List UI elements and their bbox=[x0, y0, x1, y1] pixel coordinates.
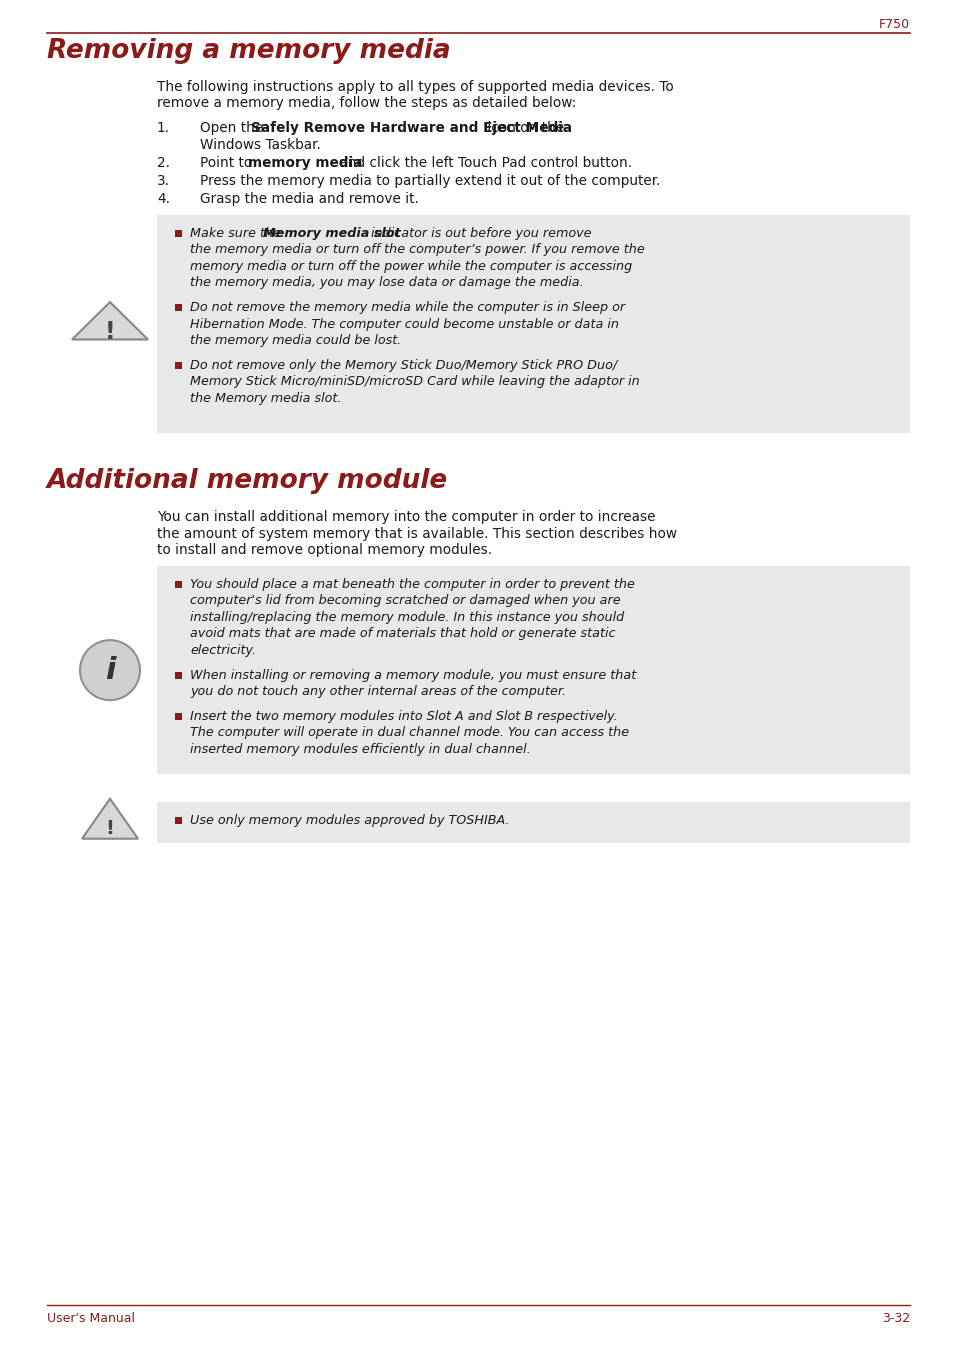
Text: memory media: memory media bbox=[248, 156, 362, 169]
Text: User's Manual: User's Manual bbox=[47, 1311, 135, 1325]
Text: memory media or turn off the power while the computer is accessing: memory media or turn off the power while… bbox=[190, 260, 632, 273]
Text: the amount of system memory that is available. This section describes how: the amount of system memory that is avai… bbox=[157, 527, 677, 541]
Text: Memory Stick Micro/miniSD/microSD Card while leaving the adaptor in: Memory Stick Micro/miniSD/microSD Card w… bbox=[190, 375, 639, 389]
Circle shape bbox=[80, 640, 140, 701]
Bar bbox=[157, 566, 909, 775]
Text: inserted memory modules efficiently in dual channel.: inserted memory modules efficiently in d… bbox=[190, 742, 530, 756]
Text: Hibernation Mode. The computer could become unstable or data in: Hibernation Mode. The computer could bec… bbox=[190, 317, 618, 331]
Text: The following instructions apply to all types of supported media devices. To: The following instructions apply to all … bbox=[157, 79, 673, 94]
Text: avoid mats that are made of materials that hold or generate static: avoid mats that are made of materials th… bbox=[190, 627, 615, 640]
Text: Insert the two memory modules into Slot A and Slot B respectively.: Insert the two memory modules into Slot … bbox=[190, 710, 617, 722]
Text: !: ! bbox=[106, 819, 114, 838]
Text: 1.: 1. bbox=[157, 121, 170, 136]
Bar bbox=[174, 304, 182, 311]
Text: the memory media, you may lose data or damage the media.: the memory media, you may lose data or d… bbox=[190, 276, 583, 289]
Polygon shape bbox=[71, 303, 148, 339]
Text: Windows Taskbar.: Windows Taskbar. bbox=[200, 137, 320, 152]
Bar bbox=[174, 230, 182, 237]
Text: Memory media slot: Memory media slot bbox=[263, 227, 400, 239]
Text: Safely Remove Hardware and Eject Media: Safely Remove Hardware and Eject Media bbox=[251, 121, 572, 136]
Text: to install and remove optional memory modules.: to install and remove optional memory mo… bbox=[157, 543, 492, 557]
Text: Removing a memory media: Removing a memory media bbox=[47, 38, 450, 65]
Text: 3-32: 3-32 bbox=[881, 1311, 909, 1325]
Text: Do not remove the memory media while the computer is in Sleep or: Do not remove the memory media while the… bbox=[190, 301, 624, 315]
Text: You can install additional memory into the computer in order to increase: You can install additional memory into t… bbox=[157, 510, 655, 525]
Text: and click the left Touch Pad control button.: and click the left Touch Pad control but… bbox=[335, 156, 632, 169]
Text: Additional memory module: Additional memory module bbox=[47, 468, 448, 494]
Text: 3.: 3. bbox=[157, 174, 170, 188]
Text: Do not remove only the Memory Stick Duo/Memory Stick PRO Duo/: Do not remove only the Memory Stick Duo/… bbox=[190, 359, 617, 371]
Bar bbox=[174, 581, 182, 588]
Bar bbox=[157, 802, 909, 843]
Text: Make sure the: Make sure the bbox=[190, 227, 285, 239]
Text: Use only memory modules approved by TOSHIBA.: Use only memory modules approved by TOSH… bbox=[190, 814, 509, 827]
Text: The computer will operate in dual channel mode. You can access the: The computer will operate in dual channe… bbox=[190, 726, 628, 740]
Text: remove a memory media, follow the steps as detailed below:: remove a memory media, follow the steps … bbox=[157, 97, 576, 110]
Text: Open the: Open the bbox=[200, 121, 268, 136]
Bar bbox=[174, 671, 182, 678]
Text: icon on the: icon on the bbox=[482, 121, 563, 136]
Bar bbox=[174, 816, 182, 823]
Text: the Memory media slot.: the Memory media slot. bbox=[190, 391, 341, 405]
Bar bbox=[174, 362, 182, 369]
Text: indicator is out before you remove: indicator is out before you remove bbox=[367, 227, 591, 239]
Text: electricity.: electricity. bbox=[190, 644, 255, 656]
Text: Grasp the media and remove it.: Grasp the media and remove it. bbox=[200, 192, 418, 206]
Text: !: ! bbox=[105, 320, 115, 344]
Text: 2.: 2. bbox=[157, 156, 170, 169]
Text: the memory media could be lost.: the memory media could be lost. bbox=[190, 334, 401, 347]
Text: Press the memory media to partially extend it out of the computer.: Press the memory media to partially exte… bbox=[200, 174, 659, 188]
Text: You should place a mat beneath the computer in order to prevent the: You should place a mat beneath the compu… bbox=[190, 578, 634, 590]
Text: the memory media or turn off the computer’s power. If you remove the: the memory media or turn off the compute… bbox=[190, 243, 644, 257]
Text: F750: F750 bbox=[878, 17, 909, 31]
Text: you do not touch any other internal areas of the computer.: you do not touch any other internal area… bbox=[190, 685, 565, 698]
Polygon shape bbox=[82, 799, 138, 839]
Text: installing/replacing the memory module. In this instance you should: installing/replacing the memory module. … bbox=[190, 611, 623, 624]
Bar bbox=[157, 215, 909, 433]
Bar bbox=[174, 713, 182, 720]
Text: 4.: 4. bbox=[157, 192, 170, 206]
Text: When installing or removing a memory module, you must ensure that: When installing or removing a memory mod… bbox=[190, 668, 636, 682]
Text: i: i bbox=[105, 655, 115, 685]
Text: computer's lid from becoming scratched or damaged when you are: computer's lid from becoming scratched o… bbox=[190, 594, 620, 607]
Text: Point to: Point to bbox=[200, 156, 256, 169]
